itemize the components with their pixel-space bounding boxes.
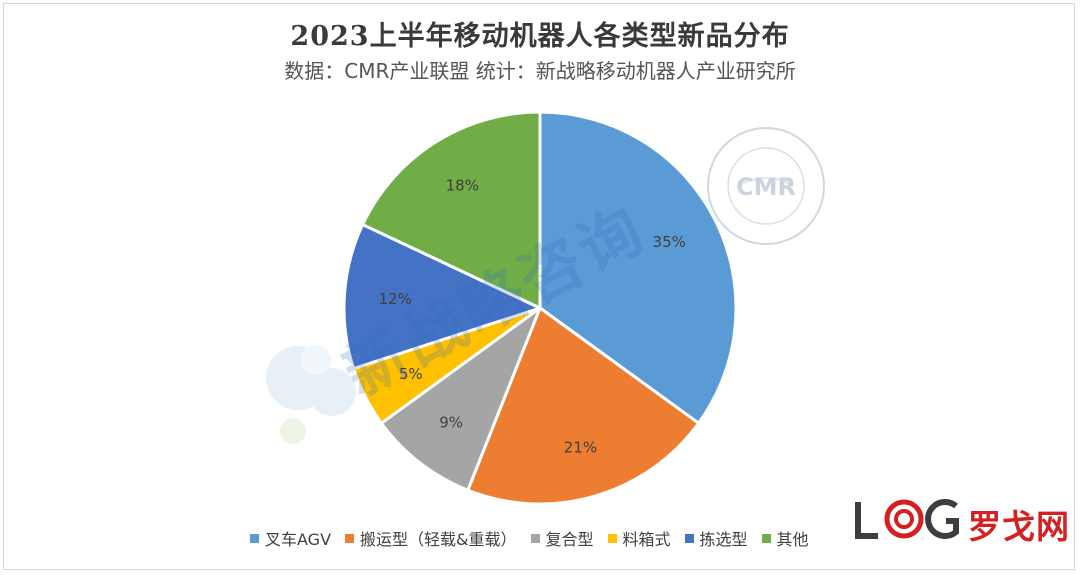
logo-brand-text: 罗戈网 [968,507,1070,546]
pie-data-label-3: 5% [399,365,423,383]
legend-label-0: 叉车AGV [265,530,332,549]
pie-data-label-0: 35% [653,233,686,251]
pie-slice-2 [379,306,542,492]
chart-legend: 叉车AGV 搬运型（轻载&重载） 复合型 料箱式 拣选型 其他 [250,526,823,550]
legend-item-3: 料箱式 [607,526,671,550]
legend-swatch-4 [684,533,694,543]
legend-item-2: 复合型 [530,526,594,550]
legend-item-4: 拣选型 [684,526,748,550]
pie-data-label-4: 12% [379,290,412,308]
legend-item-0: 叉车AGV [250,526,331,550]
svg-text:CMR: CMR [736,173,796,201]
legend-label-2: 复合型 [545,530,594,549]
legend-swatch-0 [250,533,259,543]
legend-swatch-2 [530,533,540,543]
legend-swatch-5 [761,533,771,543]
legend-swatch-3 [607,533,617,543]
legend-item-1: 搬运型（轻载&重载） [345,526,517,550]
pie-slice-1 [466,306,701,506]
cmr-seal-watermark: CMR [707,127,825,245]
pie-data-label-1: 21% [564,438,597,456]
legend-item-5: 其他 [761,526,809,550]
legend-label-5: 其他 [776,530,809,549]
pie-slice-4 [342,223,542,371]
legend-label-3: 料箱式 [622,530,671,549]
legend-swatch-1 [345,533,355,543]
legend-label-1: 搬运型（轻载&重载） [360,530,517,549]
legend-label-4: 拣选型 [699,530,748,549]
pie-slices [342,110,738,506]
pie-slice-0 [538,110,738,425]
pie-data-labels: 35% 21% 9% 5% 12% 18% [379,177,686,457]
pie-data-label-2: 9% [439,414,463,432]
chart-subtitle: 数据：CMR产业联盟 统计：新战略移动机器人产业研究所 [284,59,796,83]
watermark-bubbles [266,345,356,444]
log-logo-icon [855,499,959,539]
pie-slice-5 [361,110,542,310]
logo-mark [855,499,959,539]
pie-data-label-5: 18% [446,177,479,195]
chart-title: 2023上半年移动机器人各类型新品分布 [290,21,790,52]
